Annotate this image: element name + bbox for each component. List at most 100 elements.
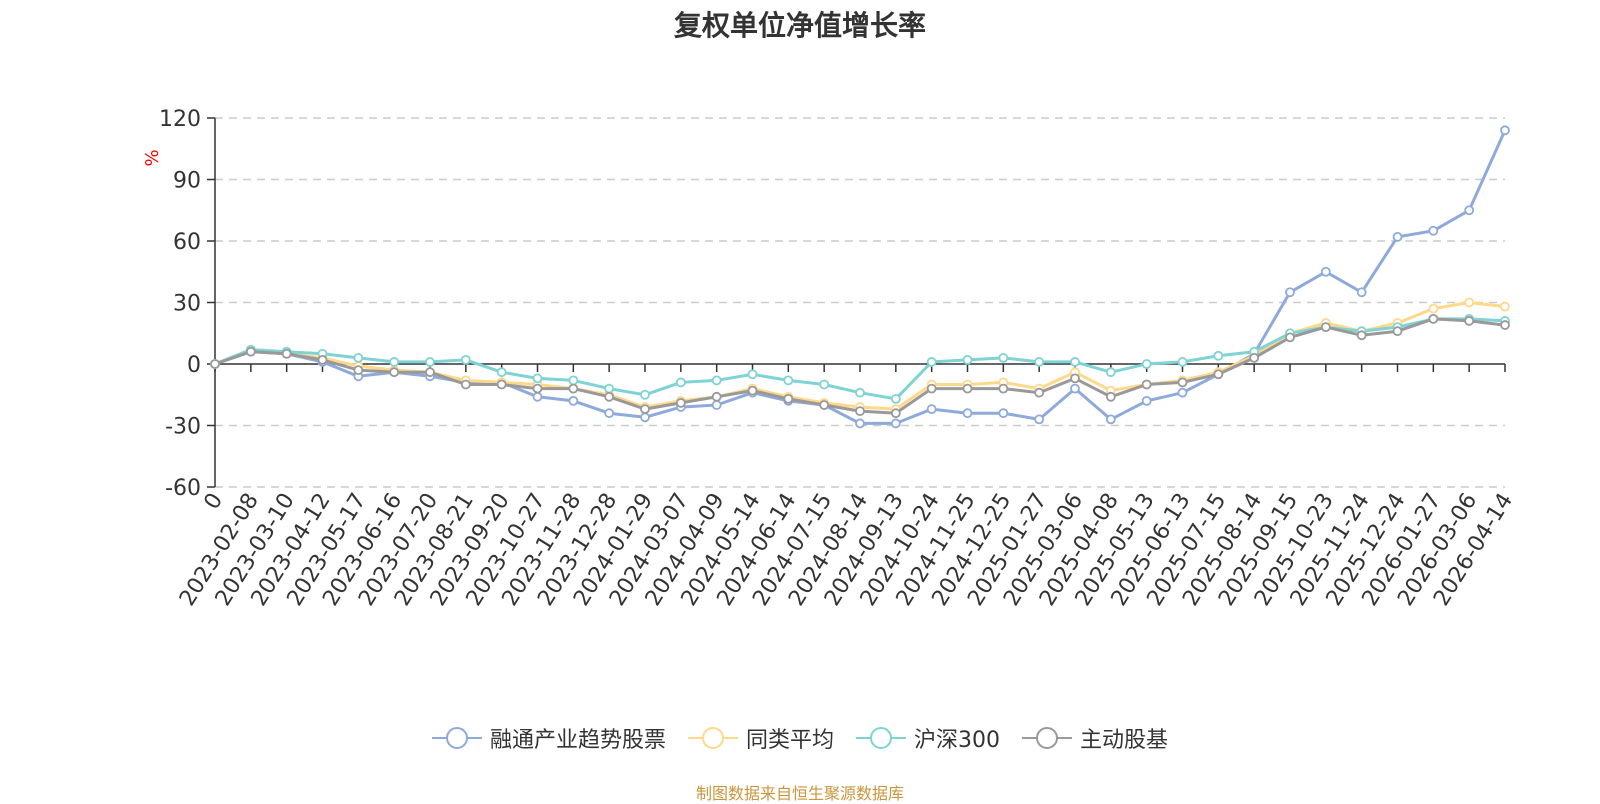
x-tick-label: 0: [199, 489, 228, 514]
data-point: [1500, 125, 1510, 136]
legend-label: 沪深300: [914, 728, 1000, 753]
source-note: 制图数据来自恒生聚源数据库: [695, 784, 904, 803]
data-point: [389, 357, 400, 367]
data-point: [711, 400, 722, 410]
data-point: [1320, 322, 1331, 333]
y-tick-label: 120: [159, 107, 201, 132]
data-point: [210, 359, 220, 369]
data-point: [998, 408, 1009, 419]
data-point: [855, 387, 865, 398]
data-point: [1034, 414, 1045, 425]
data-point: [855, 406, 865, 417]
data-point: [1285, 287, 1295, 298]
data-point: [1141, 379, 1152, 390]
data-point: [640, 412, 650, 423]
data-point: [1105, 367, 1116, 378]
data-point: [1500, 301, 1510, 312]
y-tick-label: -60: [165, 476, 201, 501]
tick-labels: 1209060300-30-60%02023-02-082023-03-1020…: [142, 107, 1518, 611]
data-point: [1213, 350, 1224, 361]
data-point: [890, 418, 901, 429]
data-point: [568, 383, 579, 394]
data-point: [460, 379, 471, 390]
data-point: [998, 383, 1009, 394]
data-point: [1500, 320, 1510, 330]
data-point: [962, 408, 973, 419]
legend-marker-icon: [856, 727, 906, 749]
data-point: [711, 375, 722, 386]
data-point: [460, 354, 471, 365]
y-tick-label: 60: [173, 230, 201, 255]
data-point: [532, 383, 543, 394]
data-point: [675, 398, 686, 408]
legend-label: 主动股基: [1080, 728, 1169, 753]
data-point: [1105, 414, 1116, 425]
data-point: [962, 354, 973, 365]
data-point: [1105, 391, 1116, 402]
data-point: [1249, 352, 1260, 363]
legend-item[interactable]: 融通产业趋势股票: [431, 722, 666, 754]
data-point: [675, 377, 686, 388]
data-point: [1034, 387, 1045, 398]
data-point: [926, 404, 937, 415]
data-point: [425, 357, 435, 367]
data-point: [926, 383, 937, 394]
y-tick-label: 30: [173, 292, 201, 317]
data-point: [353, 365, 364, 376]
data-point: [1392, 231, 1403, 242]
y-tick-label: 90: [173, 169, 201, 194]
legend-marker-icon: [687, 727, 738, 749]
data-point: [245, 346, 256, 357]
data-point: [1320, 266, 1331, 277]
grid-lines: [215, 117, 1505, 488]
data-point: [568, 395, 579, 406]
series-line: [214, 129, 1507, 425]
data-point: [1428, 303, 1439, 314]
data-point: [640, 404, 650, 415]
data-point: [532, 391, 543, 402]
legend-label: 融通产业趋势股票: [489, 728, 666, 753]
data-point: [855, 418, 865, 429]
data-point: [998, 352, 1009, 363]
data-point: [926, 357, 937, 367]
data-point: [1177, 357, 1188, 367]
data-point: [1070, 383, 1080, 394]
data-point: [1177, 387, 1188, 398]
data-point: [425, 367, 435, 378]
legend-item[interactable]: 沪深300: [856, 722, 1000, 754]
data-point: [532, 373, 543, 384]
data-point: [1464, 205, 1475, 216]
data-point: [604, 408, 615, 419]
data-point: [496, 367, 507, 378]
legend-marker-icon: [431, 727, 482, 749]
data-point: [604, 383, 615, 394]
data-point: [1428, 225, 1439, 236]
data-point: [1034, 357, 1045, 367]
data-point: [783, 393, 794, 404]
data-point: [353, 352, 364, 363]
legend: 融通产业趋势股票 同类平均 沪深300 主动股基: [0, 722, 1600, 754]
data-point: [783, 375, 794, 386]
data-point: [281, 348, 292, 359]
data-point: [1177, 377, 1188, 388]
y-tick-label: -30: [165, 415, 201, 440]
data-point: [1141, 359, 1152, 369]
legend-item[interactable]: 同类平均: [687, 722, 834, 754]
data-point: [1428, 313, 1439, 324]
y-axis-label: %: [142, 149, 163, 166]
chart-title: 复权单位净值增长率: [673, 9, 926, 42]
data-point: [604, 391, 615, 402]
y-tick-label: 0: [187, 353, 201, 378]
data-point: [1070, 373, 1080, 384]
legend-label: 同类平均: [745, 728, 834, 753]
data-point: [1464, 316, 1475, 326]
series-lines: [210, 125, 1510, 429]
data-point: [1141, 395, 1152, 406]
legend-item[interactable]: 主动股基: [1022, 722, 1168, 754]
data-point: [890, 393, 901, 404]
data-point: [568, 375, 579, 386]
data-point: [1392, 326, 1403, 337]
data-point: [1464, 297, 1475, 308]
legend-marker-icon: [1022, 727, 1072, 749]
